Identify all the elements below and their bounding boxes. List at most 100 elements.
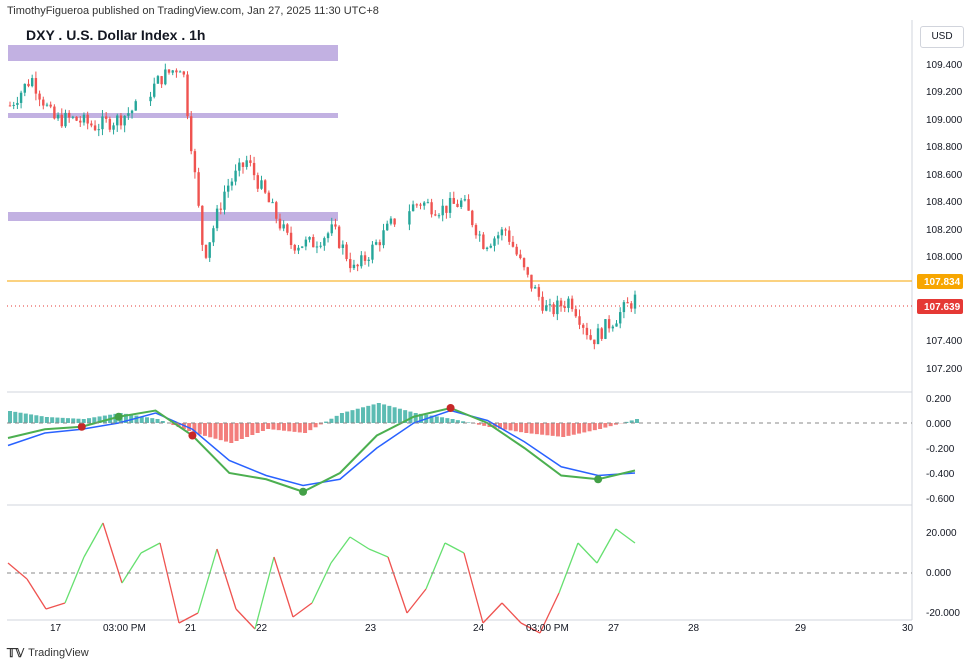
macd-histogram-bar bbox=[529, 423, 534, 434]
candle-body bbox=[312, 237, 315, 248]
macd-histogram-bar bbox=[587, 423, 592, 432]
oscillator-segment bbox=[254, 556, 275, 630]
candle-body bbox=[190, 116, 193, 152]
macd-histogram-bar bbox=[139, 416, 144, 423]
macd-histogram-bar bbox=[318, 423, 323, 425]
oscillator-segment bbox=[140, 542, 161, 554]
macd-histogram-bar bbox=[81, 419, 86, 423]
macd-histogram-bar bbox=[361, 407, 366, 423]
macd-histogram-bar bbox=[592, 423, 597, 431]
candle-body bbox=[563, 306, 566, 308]
macd-histogram-bar bbox=[397, 408, 402, 423]
candle-body bbox=[182, 71, 186, 75]
macd-histogram-bar bbox=[350, 410, 355, 423]
candle-body bbox=[175, 70, 178, 73]
candle-body bbox=[71, 116, 75, 118]
candle-body bbox=[252, 162, 256, 176]
candle-body bbox=[615, 323, 618, 327]
candle-body bbox=[349, 259, 352, 269]
candle-body bbox=[27, 83, 30, 87]
candle-body bbox=[193, 151, 197, 173]
candle-body bbox=[149, 96, 152, 102]
candle-body bbox=[393, 218, 396, 225]
candle-body bbox=[167, 69, 171, 73]
macd-histogram-bar bbox=[308, 423, 313, 431]
candle-body bbox=[304, 239, 308, 247]
candle-body bbox=[441, 205, 444, 216]
macd-histogram-bar bbox=[366, 405, 371, 423]
cross-marker bbox=[446, 404, 455, 412]
candle-body bbox=[75, 116, 78, 121]
candle-body bbox=[297, 247, 300, 251]
candle-body bbox=[526, 267, 529, 275]
candle-body bbox=[419, 204, 422, 206]
candle-body bbox=[511, 241, 515, 247]
macd-histogram-bar bbox=[566, 423, 571, 436]
macd-histogram-bar bbox=[234, 423, 239, 441]
candle-body bbox=[504, 229, 507, 231]
macd-histogram-bar bbox=[603, 423, 608, 428]
candle-body bbox=[97, 129, 100, 131]
macd-histogram-bar bbox=[392, 407, 397, 423]
cross-marker bbox=[299, 487, 308, 496]
macd-histogram-bar bbox=[455, 420, 460, 423]
candle-body bbox=[178, 71, 182, 73]
macd-histogram-bar bbox=[271, 423, 276, 430]
macd-histogram-bar bbox=[577, 423, 582, 434]
candle-body bbox=[389, 218, 393, 224]
macd-histogram-bar bbox=[202, 423, 207, 436]
candle-body bbox=[578, 316, 581, 325]
macd-histogram-bar bbox=[134, 415, 139, 423]
candle-body bbox=[8, 105, 12, 107]
oscillator-segment bbox=[520, 622, 541, 634]
currency-button[interactable]: USD bbox=[920, 26, 964, 48]
macd-histogram-bar bbox=[250, 423, 255, 435]
macd-histogram-bar bbox=[123, 413, 128, 423]
candle-body bbox=[548, 304, 552, 306]
candle-body bbox=[108, 118, 112, 130]
price-tick: 108.400 bbox=[926, 197, 963, 208]
candle-body bbox=[278, 218, 282, 229]
candle-body bbox=[156, 76, 160, 84]
candle-body bbox=[38, 93, 41, 100]
candle-body bbox=[160, 76, 163, 85]
candle-body bbox=[430, 202, 433, 215]
macd-tick: -0.200 bbox=[926, 444, 955, 455]
candle-body bbox=[463, 199, 467, 201]
candle-body bbox=[341, 244, 345, 248]
candle-body bbox=[467, 199, 470, 211]
candle-body bbox=[271, 202, 274, 204]
oscillator-segment bbox=[558, 542, 579, 594]
macd-histogram-bar bbox=[408, 411, 413, 423]
osc-tick: 20.000 bbox=[926, 528, 957, 539]
footer: 𝕋𝕍 TradingView bbox=[7, 646, 89, 660]
candle-body bbox=[16, 102, 19, 105]
macd-histogram-bar bbox=[608, 423, 613, 427]
oscillator-segment bbox=[501, 602, 522, 624]
candle-body bbox=[607, 319, 611, 329]
candle-body bbox=[260, 180, 263, 189]
macd-histogram-bar bbox=[65, 418, 70, 423]
resistance-zone-1 bbox=[8, 45, 338, 61]
macd-histogram-bar bbox=[18, 412, 23, 423]
oscillator-segment bbox=[406, 588, 427, 614]
candle-body bbox=[275, 202, 278, 219]
macd-histogram-bar bbox=[313, 423, 318, 428]
macd-group bbox=[7, 403, 639, 496]
candle-body bbox=[489, 245, 492, 248]
macd-histogram-bar bbox=[92, 417, 97, 423]
oscillator-segment bbox=[330, 536, 351, 564]
macd-histogram-bar bbox=[34, 415, 39, 423]
macd-histogram-bar bbox=[476, 423, 481, 425]
oscillator-segment bbox=[64, 556, 85, 604]
osc-tick: -20.000 bbox=[926, 608, 960, 619]
macd-histogram-bar bbox=[339, 413, 344, 423]
macd-histogram-bar bbox=[218, 423, 223, 441]
macd-histogram-bar bbox=[39, 416, 44, 423]
oscillator-segment bbox=[444, 542, 465, 554]
resistance-zone-3 bbox=[8, 212, 338, 221]
oscillator-segment bbox=[273, 556, 294, 618]
candle-body bbox=[79, 120, 82, 123]
candle-body bbox=[493, 238, 496, 246]
candle-body bbox=[426, 202, 430, 204]
